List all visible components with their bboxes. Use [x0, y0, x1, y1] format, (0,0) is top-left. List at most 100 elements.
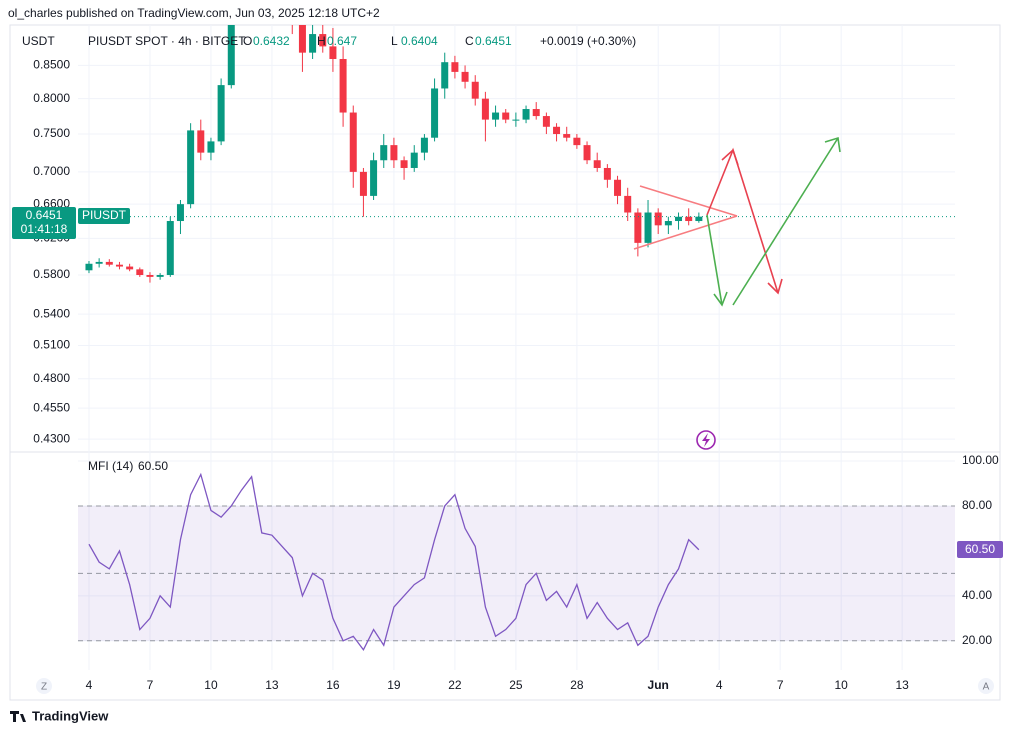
publisher-line: ol_charles published on TradingView.com,…: [8, 6, 380, 20]
legend: USDT PIUSDT SPOT · 4h · BITGET MFI (14) …: [22, 34, 636, 473]
event-bolt: [702, 433, 710, 447]
y2-tick-label: 40.00: [962, 588, 992, 602]
event-icon[interactable]: [696, 430, 716, 450]
ohlc-key: O: [243, 34, 252, 48]
candle-body: [583, 145, 591, 161]
candle-body: [471, 81, 479, 99]
x-tick-label: 4: [716, 678, 723, 692]
x-tick-label: 19: [387, 678, 401, 692]
mfi-line: [88, 472, 700, 652]
y-tick-label: 0.8500: [33, 58, 70, 72]
mfi-value: 60.50: [138, 459, 168, 473]
price-tag-text: PIUSDT: [82, 208, 127, 222]
green-arrow: [706, 214, 723, 306]
y-tick-label: 0.7000: [33, 164, 70, 178]
triangle-lower: [633, 215, 738, 250]
symbol: PIUSDT SPOT · 4h · BITGET: [88, 34, 246, 48]
y-tick-label: 0.7500: [33, 126, 70, 140]
y2-tick-label: 100.00: [962, 453, 999, 467]
candle-body: [461, 71, 469, 82]
candle-body: [309, 34, 317, 53]
ohlc-value: 0.6451: [475, 34, 512, 48]
candle-body: [95, 261, 103, 264]
candle-body: [695, 216, 703, 222]
x-tick-label: 4: [86, 678, 93, 692]
candle-body: [644, 212, 652, 243]
y-tick-label: 0.5100: [33, 338, 70, 352]
candle-body: [197, 130, 205, 153]
candle-body: [187, 130, 195, 205]
x-tick-label: Jun: [648, 678, 669, 692]
z-button-text[interactable]: Z: [41, 682, 47, 693]
candle-body: [563, 134, 571, 138]
drawings: [633, 136, 841, 450]
mfi-name: MFI (14): [88, 459, 133, 473]
candle-body: [451, 62, 459, 72]
candle-body: [349, 112, 357, 172]
mfi-badge: [957, 541, 1003, 558]
currency: USDT: [22, 34, 55, 48]
x-tick-label: 13: [265, 678, 279, 692]
candle-body: [481, 98, 489, 120]
candle-body: [85, 263, 93, 271]
candle-body: [553, 126, 561, 135]
brand: TradingView: [32, 708, 109, 723]
candle-body: [512, 119, 520, 121]
triangle-upper: [639, 185, 738, 217]
chart-frame: [9, 24, 1001, 701]
x-tick-label: 16: [326, 678, 340, 692]
y2-tick-label: 20.00: [962, 633, 992, 647]
candle-body: [319, 34, 327, 47]
y-tick-label: 0.8000: [33, 91, 70, 105]
price-badge: [12, 207, 76, 239]
candle-body: [400, 160, 408, 168]
candle-body: [279, 0, 286, 4]
candle-body: [146, 275, 154, 277]
candle-body: [573, 137, 581, 146]
candle-body: [217, 85, 225, 142]
candle-body: [675, 216, 683, 222]
candle-body: [593, 160, 601, 168]
y-tick-label: 0.4300: [33, 431, 70, 445]
candle-body: [654, 212, 662, 226]
x-tick-label: 7: [147, 678, 154, 692]
candle-body: [441, 62, 449, 89]
candle-body: [380, 145, 388, 161]
a-button-text[interactable]: A: [983, 682, 990, 693]
ohlc-value: 0.6432: [253, 34, 290, 48]
brand-logo: [10, 711, 26, 722]
candle-body: [370, 160, 378, 196]
candle-body: [685, 216, 693, 222]
ohlc-key: L: [391, 34, 398, 48]
x-tick-label: 10: [204, 678, 218, 692]
y-tick-label: 0.5800: [33, 267, 70, 281]
mfi-band: [78, 505, 955, 641]
x-tick-label: 13: [895, 678, 909, 692]
x-tick-label: 22: [448, 678, 462, 692]
ohlc-key: C: [465, 34, 474, 48]
candle-body: [329, 46, 337, 59]
red-arrow-head: [767, 278, 783, 295]
mfi-badge-text: 60.50: [965, 542, 995, 556]
candle-body: [624, 195, 632, 213]
candle-body: [502, 112, 510, 120]
z-button[interactable]: [36, 678, 52, 694]
x-tick-label: 10: [834, 678, 848, 692]
a-button[interactable]: [978, 678, 994, 694]
candle-body: [390, 145, 398, 161]
candle-body: [532, 109, 540, 117]
candle-body: [166, 221, 174, 276]
green-arrow: [732, 137, 839, 306]
y2-tick-label: 80.00: [962, 498, 992, 512]
candle-body: [298, 25, 306, 53]
change: +0.0019 (+0.30%): [540, 34, 636, 48]
candles: [85, 0, 703, 283]
green-arrow-head: [713, 291, 728, 307]
red-arrow-head: [721, 148, 739, 166]
candle-body: [603, 167, 611, 180]
candle-body: [542, 116, 550, 127]
ohlc-value: 0.6404: [401, 34, 438, 48]
candle-body: [176, 204, 184, 222]
